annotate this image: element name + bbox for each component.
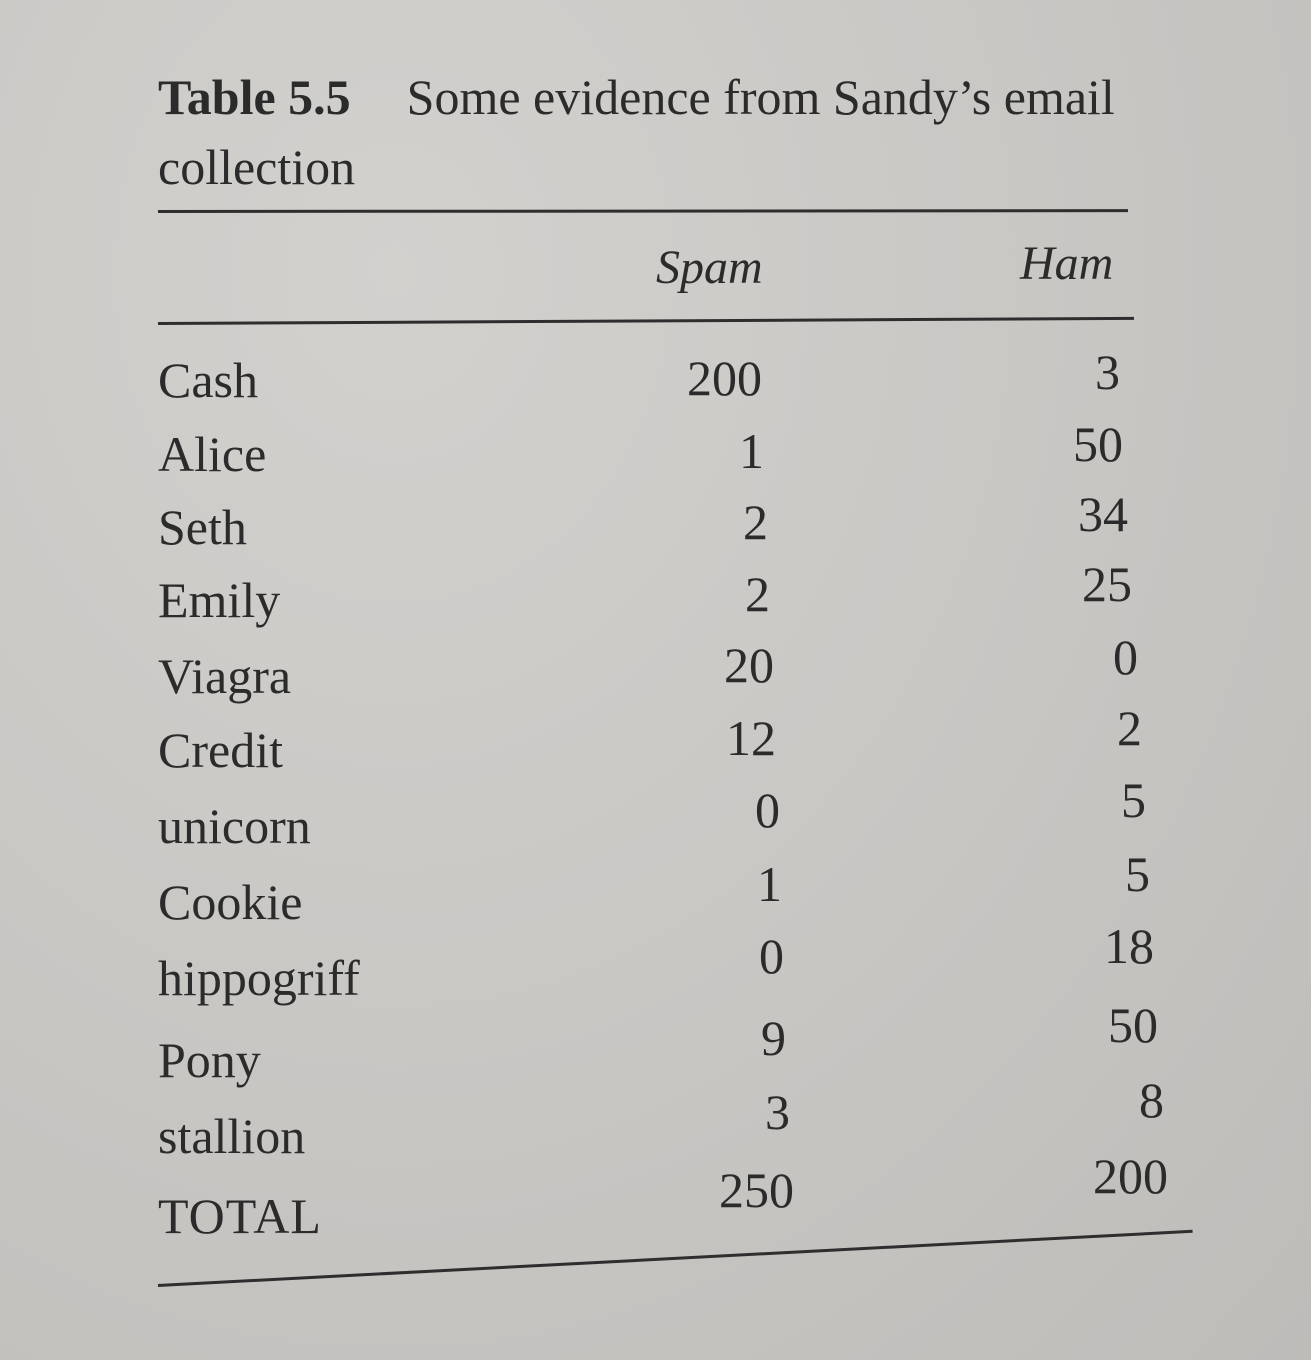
row-ham-count: 5: [1121, 772, 1146, 828]
row-word: stallion: [158, 1108, 306, 1164]
row-ham-count: 5: [1125, 846, 1150, 902]
total-label: TOTAL: [158, 1188, 322, 1244]
row-word: Alice: [158, 426, 267, 482]
table-row: Cookie 1 5: [0, 846, 1311, 946]
row-ham-count: 8: [1139, 1072, 1164, 1128]
row-ham-count: 25: [1082, 556, 1132, 612]
total-spam-count: 250: [719, 1162, 794, 1218]
row-word: Seth: [158, 499, 247, 555]
table-row: Viagra 20 0: [0, 629, 1311, 720]
row-ham-count: 50: [1073, 416, 1123, 472]
table-caption: Table 5.5 Some evidence from Sandy’s emai…: [158, 62, 1158, 202]
row-word: Viagra: [158, 648, 292, 704]
column-header-ham: Ham: [1020, 237, 1114, 290]
row-spam-count: 0: [755, 782, 780, 838]
table-row: hippogriff 0 18: [0, 918, 1311, 1022]
row-word: hippogriff: [158, 950, 360, 1006]
table-row: unicorn 0 5: [0, 772, 1311, 870]
row-spam-count: 2: [743, 494, 768, 550]
row-ham-count: 18: [1104, 918, 1154, 974]
row-spam-count: 200: [687, 350, 762, 406]
row-spam-count: 3: [765, 1084, 790, 1140]
row-spam-count: 1: [757, 856, 782, 912]
table-row: Cash 200 3: [0, 344, 1311, 424]
table-row: Seth 2 34: [0, 486, 1311, 571]
row-spam-count: 1: [739, 423, 764, 479]
row-ham-count: 3: [1095, 344, 1120, 400]
table-title: Some evidence from Sandy’s email collect…: [158, 69, 1115, 195]
table-row: Alice 1 50: [0, 416, 1311, 498]
total-ham-count: 200: [1093, 1148, 1168, 1204]
table-row-total: TOTAL 250 200: [0, 1148, 1311, 1260]
row-spam-count: 2: [745, 566, 770, 622]
row-spam-count: 9: [761, 1010, 786, 1066]
row-word: Pony: [158, 1032, 261, 1088]
row-spam-count: 0: [759, 928, 784, 984]
row-spam-count: 12: [726, 710, 776, 766]
row-ham-count: 34: [1078, 486, 1128, 542]
row-word: unicorn: [158, 798, 311, 854]
table-row: Emily 2 25: [0, 556, 1311, 644]
row-ham-count: 2: [1117, 700, 1142, 756]
table-row: stallion 3 8: [0, 1072, 1311, 1180]
row-word: Cookie: [158, 874, 303, 930]
table-row: Pony 9 50: [0, 997, 1311, 1104]
row-word: Cash: [158, 352, 258, 408]
table-row: Credit 12 2: [0, 700, 1311, 794]
row-word: Credit: [158, 722, 283, 778]
row-ham-count: 0: [1113, 629, 1138, 685]
table-number: Table 5.5: [158, 69, 351, 125]
row-word: Emily: [158, 572, 281, 628]
row-ham-count: 50: [1108, 997, 1158, 1053]
row-spam-count: 20: [724, 637, 774, 693]
column-header-spam: Spam: [656, 241, 763, 294]
